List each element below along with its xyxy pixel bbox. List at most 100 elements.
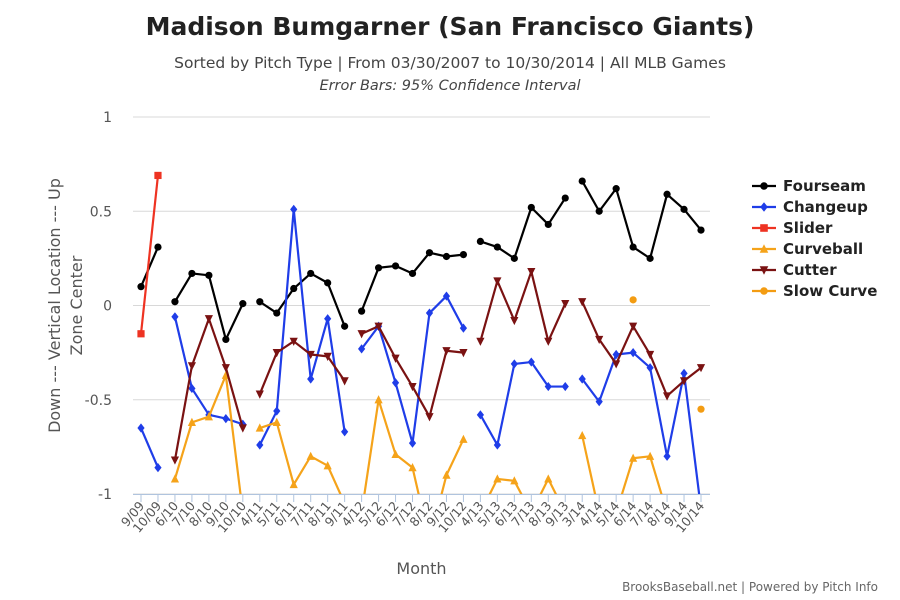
data-point-changeup bbox=[629, 348, 637, 358]
data-point-curveball bbox=[408, 463, 417, 472]
legend-item-curveball[interactable]: Curveball bbox=[752, 240, 863, 258]
data-point-fourseam bbox=[442, 252, 451, 261]
data-point-fourseam bbox=[358, 307, 366, 315]
data-point-fourseam bbox=[680, 205, 688, 213]
data-point-curveball bbox=[289, 479, 298, 489]
data-point-cutter bbox=[578, 298, 587, 307]
data-point-fourseam bbox=[408, 269, 417, 278]
series-line-curveball bbox=[259, 421, 342, 494]
data-point-changeup bbox=[646, 363, 654, 373]
data-point-fourseam bbox=[273, 309, 281, 317]
data-point-curveball bbox=[544, 474, 553, 483]
series-changeup bbox=[137, 204, 701, 494]
data-point-cutter bbox=[646, 350, 655, 360]
series-line-fourseam bbox=[173, 272, 244, 341]
credits-link[interactable]: BrooksBaseball.net | Powered by Pitch In… bbox=[622, 580, 878, 594]
data-point-cutter bbox=[289, 337, 298, 346]
legend-item-slider[interactable]: Slider bbox=[752, 219, 833, 237]
data-point-fourseam bbox=[697, 226, 705, 234]
series-line-curveball bbox=[581, 435, 663, 494]
legend-marker-slow-curve bbox=[760, 287, 768, 295]
legend: Fourseam Changeup Slider Curveball Cutter Slo… bbox=[752, 177, 877, 300]
series-line-slider bbox=[139, 175, 160, 334]
data-point-curveball bbox=[493, 474, 502, 483]
data-point-slider bbox=[137, 330, 145, 338]
y-tick-label: 0 bbox=[103, 299, 112, 315]
legend-item-slow-curve[interactable]: Slow Curve bbox=[752, 282, 877, 300]
data-point-fourseam bbox=[646, 254, 654, 262]
series-line-fourseam bbox=[360, 251, 464, 312]
data-point-cutter bbox=[612, 360, 621, 369]
data-point-changeup bbox=[578, 374, 586, 384]
data-point-fourseam bbox=[493, 243, 501, 251]
legend-label-slider: Slider bbox=[783, 219, 833, 237]
data-point-curveball bbox=[323, 461, 332, 470]
data-point-fourseam bbox=[205, 271, 213, 279]
legend-item-fourseam[interactable]: Fourseam bbox=[752, 177, 866, 195]
data-point-changeup bbox=[290, 204, 298, 214]
data-point-curveball bbox=[629, 453, 638, 462]
data-point-curveball bbox=[425, 537, 433, 545]
data-point-cutter bbox=[187, 362, 197, 371]
data-point-cutter bbox=[493, 277, 502, 286]
legend-marker-fourseam bbox=[760, 182, 768, 190]
data-point-fourseam bbox=[561, 194, 569, 202]
series-line-changeup bbox=[258, 208, 346, 446]
data-point-cutter bbox=[272, 349, 281, 358]
data-point-changeup bbox=[561, 381, 569, 392]
plot-series-group bbox=[137, 171, 706, 545]
data-point-cutter bbox=[527, 267, 536, 277]
series-line-changeup bbox=[360, 294, 465, 445]
data-point-changeup bbox=[154, 463, 162, 473]
data-point-curveball bbox=[255, 423, 264, 432]
series-slow-curve bbox=[629, 296, 705, 413]
data-point-slow-curve bbox=[697, 405, 705, 413]
series-fourseam bbox=[137, 177, 705, 344]
data-point-changeup bbox=[391, 378, 400, 388]
data-point-changeup bbox=[358, 344, 366, 354]
legend-marker-changeup bbox=[760, 202, 768, 212]
data-point-fourseam bbox=[663, 190, 671, 198]
data-point-curveball bbox=[170, 474, 180, 483]
data-point-cutter bbox=[459, 349, 468, 358]
legend-item-changeup[interactable]: Changeup bbox=[752, 198, 868, 216]
legend-marker-cutter bbox=[759, 266, 769, 275]
data-point-changeup bbox=[663, 451, 671, 461]
data-point-changeup bbox=[476, 410, 484, 420]
data-point-fourseam bbox=[154, 243, 162, 251]
data-point-curveball bbox=[391, 449, 400, 459]
data-point-slider bbox=[154, 171, 162, 180]
legend-label-changeup: Changeup bbox=[783, 198, 868, 216]
data-point-changeup bbox=[527, 357, 535, 367]
data-point-curveball bbox=[187, 417, 197, 426]
data-point-changeup bbox=[544, 381, 552, 392]
data-point-cutter bbox=[391, 354, 400, 363]
legend-label-fourseam: Fourseam bbox=[783, 177, 866, 195]
data-point-fourseam bbox=[222, 335, 230, 344]
data-point-curveball bbox=[646, 451, 655, 460]
data-point-cutter bbox=[425, 413, 434, 422]
series-line-fourseam bbox=[581, 180, 702, 260]
data-point-fourseam bbox=[256, 298, 264, 306]
series-line-curveball bbox=[488, 477, 558, 494]
legend-item-cutter[interactable]: Cutter bbox=[752, 261, 837, 279]
data-point-curveball bbox=[578, 430, 587, 440]
data-point-cutter bbox=[476, 337, 485, 346]
data-point-curveball bbox=[272, 417, 281, 426]
data-point-cutter bbox=[170, 456, 180, 465]
data-point-changeup bbox=[442, 291, 451, 301]
data-point-changeup bbox=[680, 368, 688, 378]
data-point-cutter bbox=[221, 364, 230, 373]
y-axis-title-zone: Zone Center bbox=[67, 255, 86, 355]
data-point-cutter bbox=[204, 315, 213, 324]
data-point-fourseam bbox=[629, 243, 637, 251]
data-point-curveball bbox=[306, 451, 315, 460]
series-curveball bbox=[170, 370, 663, 545]
chart-subtitle-error-bars: Error Bars: 95% Confidence Interval bbox=[319, 78, 581, 94]
series-line-changeup bbox=[479, 360, 566, 447]
legend-marker-slider bbox=[760, 224, 768, 232]
data-point-curveball bbox=[374, 395, 383, 404]
data-point-cutter bbox=[629, 322, 638, 331]
data-point-cutter bbox=[374, 322, 383, 331]
y-tick-label: -1 bbox=[98, 487, 112, 503]
